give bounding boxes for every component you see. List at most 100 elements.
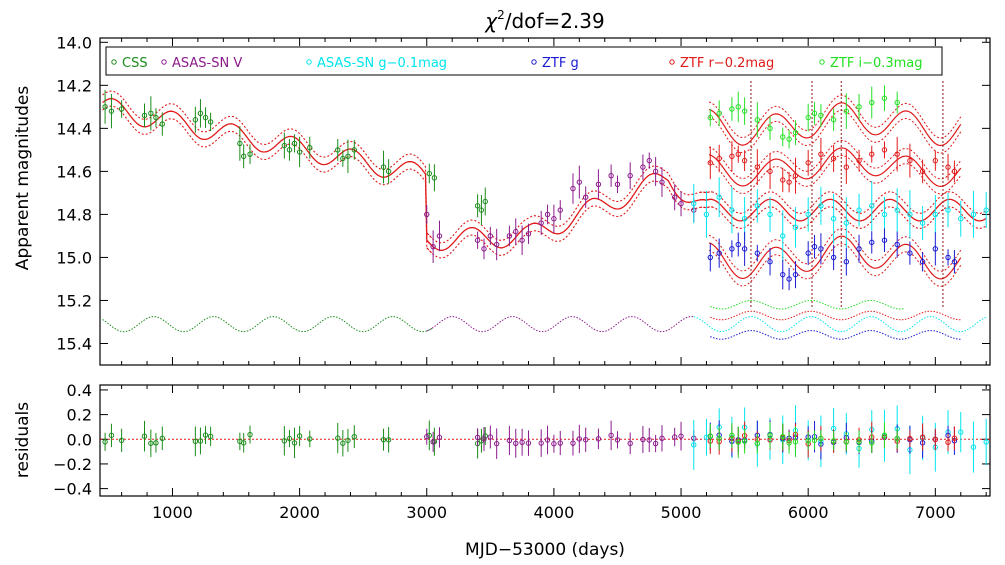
data-point [907, 211, 913, 218]
data-point [970, 211, 977, 218]
residual-point [108, 432, 115, 439]
data-point [983, 207, 989, 213]
data-point [830, 155, 837, 162]
ztf-model-envelope [708, 109, 962, 154]
data-point [735, 151, 741, 157]
data-point [881, 95, 888, 101]
data-point [141, 112, 148, 119]
residuals-plot-area [100, 405, 990, 475]
periodic-component [102, 316, 434, 333]
main-y-tick-label: 15.4 [56, 334, 92, 353]
data-point [716, 155, 722, 162]
data-point [792, 224, 799, 231]
residual-point [335, 435, 341, 441]
data-point [431, 175, 438, 181]
model-envelope-upper [700, 191, 987, 214]
residual-point [506, 437, 513, 444]
data-point [881, 147, 888, 153]
main-y-tick-label: 14.0 [56, 33, 92, 52]
residual-point [197, 438, 204, 444]
residual-point [340, 440, 346, 446]
residual-point [474, 434, 481, 441]
data-point [786, 179, 792, 185]
data-point [869, 239, 875, 246]
ztf-model-curve [708, 102, 962, 147]
residual-point [202, 432, 209, 438]
data-point [830, 117, 837, 123]
residual-point [141, 433, 148, 439]
legend-label: ZTF g [542, 56, 579, 71]
x-axis-label: MJD−53000 (days) [465, 540, 625, 560]
data-point [159, 121, 166, 127]
data-point [818, 112, 824, 119]
residual-point [741, 438, 748, 444]
periodic-component [710, 310, 961, 321]
data-point [493, 241, 500, 248]
main-frame [99, 37, 991, 366]
data-point [108, 108, 115, 114]
data-point [474, 203, 481, 209]
residual-point [869, 440, 875, 446]
data-point [118, 106, 125, 112]
data-point [830, 254, 837, 261]
residual-point [595, 436, 602, 442]
residual-point [754, 440, 761, 447]
data-point [595, 181, 602, 187]
data-point [729, 246, 735, 252]
data-point [678, 200, 684, 207]
data-point [652, 168, 659, 175]
data-point [640, 164, 646, 170]
data-point [805, 211, 811, 218]
data-point [894, 99, 900, 106]
residual-point [153, 440, 159, 446]
residual-point [958, 429, 964, 435]
data-point [506, 233, 513, 239]
data-point [780, 134, 786, 140]
residual-point [894, 435, 900, 442]
residual-point [691, 442, 697, 448]
data-point [481, 246, 487, 252]
legend-label: ZTF i−0.3mag [830, 56, 923, 71]
data-point [424, 211, 430, 218]
legend-marker [531, 59, 537, 65]
title-superscript: 2 [497, 8, 505, 22]
data-point [932, 157, 939, 164]
data-point [894, 241, 900, 248]
residual-point [430, 439, 436, 445]
data-point [608, 172, 614, 179]
data-point [544, 211, 551, 218]
data-point [335, 147, 341, 153]
data-point [843, 108, 850, 114]
periodic-component [710, 330, 961, 340]
residual-point [843, 439, 850, 445]
data-point [385, 168, 392, 175]
data-point [843, 220, 850, 226]
data-point [754, 117, 761, 123]
data-point [430, 243, 436, 250]
model-envelope-lower [700, 206, 987, 229]
data-point [780, 233, 786, 239]
data-point [932, 211, 939, 218]
residual-point [881, 432, 888, 438]
residual-point [707, 433, 713, 439]
model-envelope-upper [426, 165, 713, 244]
data-point [932, 246, 939, 252]
main-y-tick-label: 14.6 [56, 162, 92, 181]
model-envelope-lower [426, 180, 713, 259]
residual-point [786, 440, 792, 446]
data-point [843, 164, 850, 170]
residual-point [281, 438, 288, 444]
data-point [207, 119, 214, 125]
main-panel: 14.0 14.2 14.4 14.6 14.8 15.0 15.2 15.4 CSS ASAS-… [56, 33, 991, 366]
residual-point [671, 434, 678, 440]
residual-point [436, 434, 443, 441]
legend-marker [306, 59, 312, 65]
data-point [557, 207, 563, 213]
x-tick-label: 7000 [915, 503, 956, 522]
residuals-y-tick-label: 0.2 [67, 406, 92, 425]
data-point [286, 147, 293, 153]
residual-point [291, 440, 298, 446]
residual-point [945, 439, 951, 445]
data-point [729, 207, 735, 213]
data-point [881, 211, 888, 218]
